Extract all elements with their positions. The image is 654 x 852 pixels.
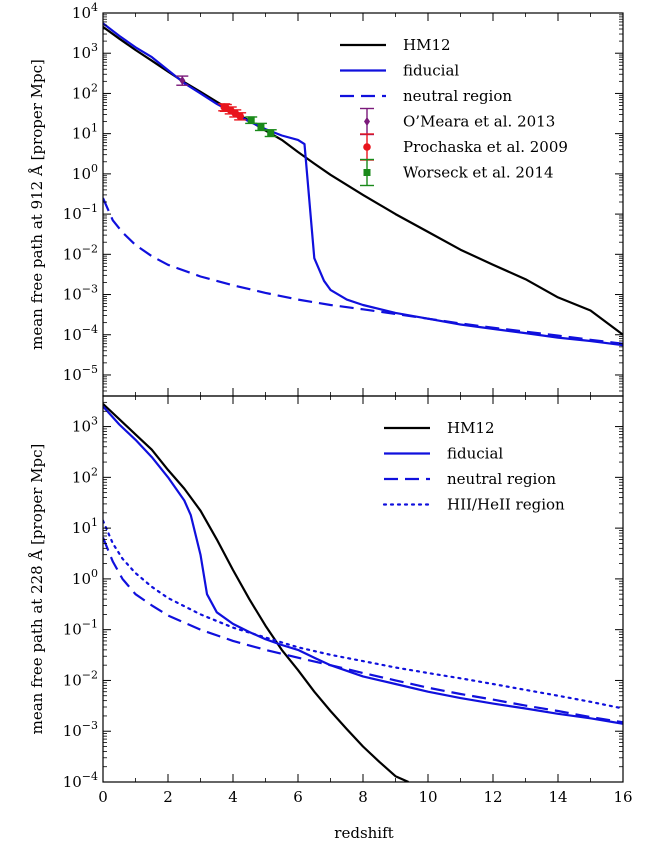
- legend-label: Prochaska et al. 2009: [403, 138, 568, 156]
- y-tick-label: 10−2: [63, 242, 98, 263]
- x-tick-label: 2: [163, 788, 173, 806]
- x-tick-label: 6: [293, 788, 303, 806]
- y-tick-label: 104: [72, 1, 98, 22]
- y-tick-label: 10−4: [63, 770, 98, 791]
- y-tick-label: 100: [72, 567, 98, 588]
- legend-label: neutral region: [403, 87, 512, 105]
- legend-marker: [364, 117, 370, 126]
- y-tick-label: 103: [72, 41, 98, 62]
- y-tick-label: 100: [72, 162, 98, 183]
- legend-label: HII/HeII region: [447, 496, 565, 514]
- legend: HM12 fiducial neutral region O’Meara et al.…: [340, 36, 568, 187]
- legend-label: fiducial: [447, 445, 503, 463]
- x-tick-label: 0: [98, 788, 108, 806]
- series-line-neutral-region: [103, 537, 623, 724]
- x-tick-label: 4: [228, 788, 238, 806]
- y-tick-label: 10−1: [63, 618, 98, 639]
- obs-group-diamond: [176, 75, 189, 86]
- y-tick-label: 10−5: [63, 363, 98, 384]
- y-tick-label: 10−4: [63, 323, 98, 344]
- y-tick-label: 10−1: [63, 202, 98, 223]
- legend: HM12 fiducial neutral region HII/HeII regio…: [382, 419, 565, 514]
- x-tick-label: 12: [483, 788, 502, 806]
- y-tick-label: 102: [72, 81, 98, 102]
- x-axis-label: redshift: [334, 824, 393, 842]
- legend-label: HM12: [447, 419, 495, 437]
- y-tick-label: 10−3: [63, 719, 98, 740]
- data-point: [236, 112, 244, 121]
- panel-top-912: 10−5 10−4 10−3 10−2 10−1 100 101 102 103 104 mean …: [28, 1, 624, 397]
- axes-frame: [102, 395, 624, 783]
- y-tick-label: 101: [72, 122, 98, 143]
- legend-marker: [363, 169, 371, 176]
- y-tick-label: 101: [72, 516, 98, 537]
- data-point: [179, 75, 186, 85]
- x-tick-label: 14: [548, 788, 567, 806]
- legend-label: neutral region: [447, 470, 556, 488]
- y-tick-label: 103: [72, 415, 98, 436]
- panel-bottom-228: 0 2 4 6 8 10 12 14 16 10−4 10−3 10−2 10−1 100 101 102 10…: [28, 395, 633, 806]
- legend-marker: [363, 143, 371, 151]
- y-tick-label: 10−3: [63, 283, 98, 304]
- y-tick-label: 10−2: [63, 668, 98, 689]
- x-tick-label: 16: [613, 788, 632, 806]
- series-line-hm12: [103, 403, 409, 782]
- plot-area: [103, 22, 623, 347]
- legend-label: fiducial: [403, 62, 459, 80]
- series-line-hm12: [103, 26, 623, 336]
- data-point: [267, 129, 275, 137]
- x-tick-label: 8: [358, 788, 368, 806]
- y-tick-label: 102: [72, 465, 98, 486]
- legend-label: O’Meara et al. 2013: [403, 113, 555, 131]
- data-point: [257, 123, 265, 131]
- y-axis-label: mean free path at 228 Å [proper Mpc]: [28, 444, 46, 735]
- obs-group-circle: [218, 103, 247, 121]
- series-line-fiducial: [103, 405, 623, 725]
- legend-label: HM12: [403, 36, 451, 54]
- plot-area: [103, 403, 623, 782]
- series-line-hii-heii-region: [103, 519, 623, 710]
- series-line-fiducial: [103, 22, 623, 347]
- data-point: [247, 116, 255, 124]
- x-tick-label: 10: [418, 788, 437, 806]
- series-line-neutral-region: [103, 197, 623, 345]
- legend-label: Worseck et al. 2014: [403, 164, 554, 182]
- obs-group-square: [245, 116, 277, 138]
- y-axis-label: mean free path at 912 Å [proper Mpc]: [28, 59, 46, 350]
